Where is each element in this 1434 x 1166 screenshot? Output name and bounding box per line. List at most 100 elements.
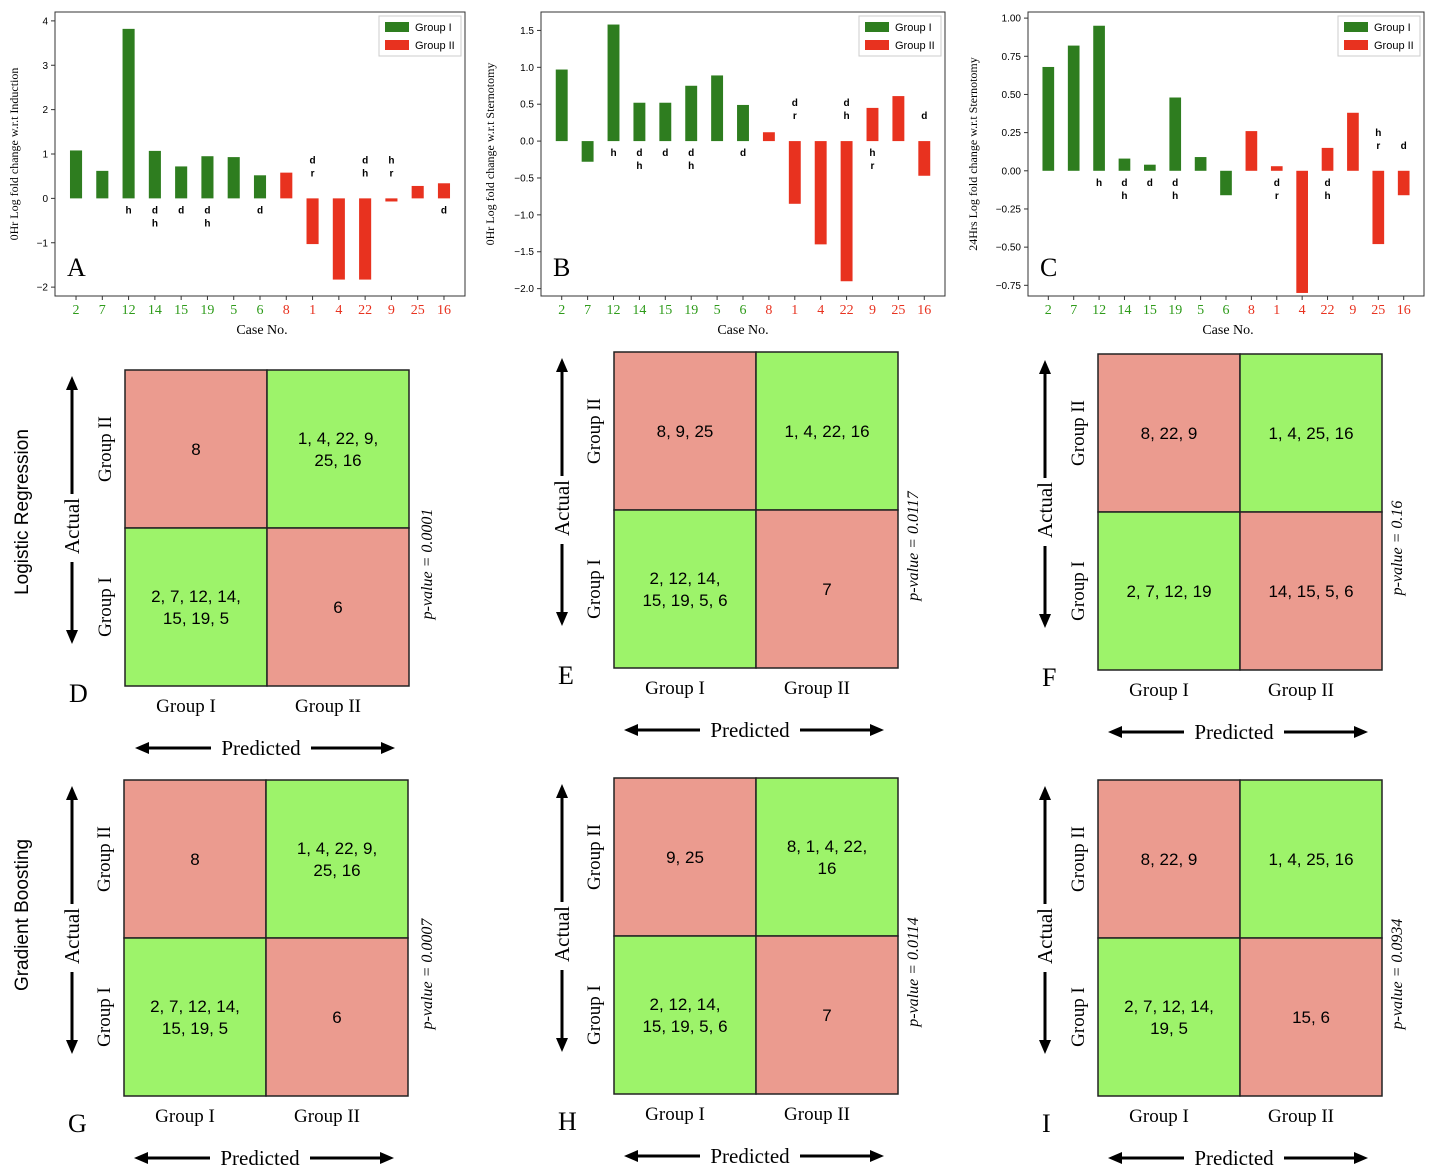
x-tick-label-9: 9 <box>388 303 395 318</box>
annotation-label: r <box>311 168 315 179</box>
bar-2 <box>1042 66 1055 171</box>
bar-1 <box>1270 166 1283 171</box>
x-tick-label-15: 15 <box>1143 303 1157 318</box>
bar-15 <box>1144 164 1156 171</box>
x-tick-label-12: 12 <box>607 303 621 318</box>
matrix-cell <box>755 351 899 511</box>
bar-22 <box>840 141 853 282</box>
bar-12 <box>1093 25 1105 171</box>
matrix-cell <box>755 509 899 669</box>
annotation-label: h <box>610 148 616 159</box>
annotation-label: d <box>1172 178 1178 189</box>
y-tick-label: 0.0 <box>520 137 534 148</box>
bar-6 <box>1220 170 1232 196</box>
matrix-cell <box>1097 511 1241 671</box>
x-tick-label-4: 4 <box>335 303 342 318</box>
bar-12 <box>122 28 135 199</box>
x-tick-label-25: 25 <box>411 303 425 318</box>
arrow-head-right <box>870 724 884 736</box>
predicted-axis-label: Predicted <box>221 736 301 760</box>
x-tick-label-2: 2 <box>1045 303 1052 318</box>
annotation-label: d <box>1324 178 1330 189</box>
arrow-head-right <box>1354 726 1368 738</box>
cell-value: 2, 12, 14, <box>650 995 721 1014</box>
y-tick-label: −0.25 <box>996 204 1022 215</box>
x-tick-label-5: 5 <box>230 303 237 318</box>
col-label: Group II <box>1268 1106 1334 1127</box>
axis-label-gap <box>60 904 84 972</box>
annotation-label: r <box>1376 141 1380 152</box>
bar-22 <box>1321 147 1334 171</box>
x-tick-label-19: 19 <box>684 303 698 318</box>
arrow-head-left <box>624 1150 638 1162</box>
legend-entry-group-ii: Group II <box>415 40 455 52</box>
annotation-label: h <box>388 155 394 166</box>
row-label: Group II <box>95 416 116 482</box>
row-label: Group I <box>584 559 605 619</box>
legend-entry-group-ii: Group II <box>1374 40 1414 52</box>
annotation-label: h <box>1121 191 1127 202</box>
cell-value: 2, 12, 14, <box>650 569 721 588</box>
y-tick-label: −0.50 <box>996 243 1022 254</box>
row-label: Group I <box>1068 561 1089 621</box>
bar-15 <box>659 102 672 142</box>
matrix-cell <box>1097 937 1241 1097</box>
arrow-head-up <box>1039 360 1051 374</box>
row-label-logistic-regression: Logistic Regression <box>12 429 33 595</box>
actual-axis-label: Actual <box>1033 908 1057 964</box>
p-value-label: p-value = 0.0001 <box>419 509 436 621</box>
bar-8 <box>1245 131 1258 171</box>
actual-axis-label: Actual <box>60 498 84 554</box>
bar-9 <box>1347 112 1359 171</box>
axis-label-gap <box>1184 718 1284 746</box>
confusion-matrix-h: 9, 25 8, 1, 4, 22, 16 2, 12, 14, 15, 19, 5, … <box>550 777 922 1166</box>
x-tick-label-22: 22 <box>358 303 372 318</box>
confusion-matrix-f: 8, 22, 9 1, 4, 25, 16 2, 7, 12, 19 14, 15, … <box>1033 353 1406 746</box>
row-label: Group II <box>94 826 115 892</box>
cell-value: 14, 15, 5, 6 <box>1268 582 1353 601</box>
bar-5 <box>711 75 724 142</box>
x-tick-label-12: 12 <box>122 303 136 318</box>
predicted-axis-label: Predicted <box>710 1144 790 1166</box>
arrow-head-left <box>1108 726 1122 738</box>
matrix-cell <box>755 777 899 937</box>
bar-15 <box>175 166 188 199</box>
cell-value: 16 <box>818 859 837 878</box>
bar-7 <box>581 141 594 162</box>
cell-value: 25, 16 <box>314 451 361 470</box>
confusion-matrix-i: 8, 22, 9 1, 4, 25, 16 2, 7, 12, 14, 19, 5 15… <box>1033 779 1406 1166</box>
arrow-head-up <box>66 786 78 800</box>
bar-14 <box>1118 158 1131 171</box>
legend-swatch <box>865 40 889 50</box>
annotation-label: d <box>204 205 210 216</box>
cell-value: 6 <box>333 598 342 617</box>
bar-chart-c: −0.75 −0.50 −0.25 0.00 0.25 0.50 0.75 1.00 2 7 12 h… <box>966 11 1425 338</box>
x-axis-label: Case No. <box>717 323 768 338</box>
bar-7 <box>1067 45 1080 171</box>
bar-2 <box>69 150 83 199</box>
y-tick-label: 0.25 <box>1002 128 1022 139</box>
annotation-label: d <box>688 148 694 159</box>
col-label: Group II <box>294 1106 360 1127</box>
col-label: Group II <box>1268 680 1334 701</box>
actual-axis-label: Actual <box>550 480 574 536</box>
x-tick-label-5: 5 <box>1197 303 1204 318</box>
bar-8 <box>762 132 775 142</box>
bar-1 <box>306 198 319 245</box>
x-tick-label-25: 25 <box>891 303 905 318</box>
cell-value: 8 <box>191 440 200 459</box>
bar-19 <box>685 85 698 142</box>
matrix-cell <box>266 527 410 687</box>
row-label: Group I <box>95 577 116 637</box>
annotation-label: d <box>152 205 158 216</box>
arrow-head-up <box>556 358 568 372</box>
annotation-label: h <box>1172 191 1178 202</box>
x-tick-label-7: 7 <box>1070 303 1077 318</box>
panel-letter-a: A <box>67 253 86 282</box>
row-label: Group I <box>1068 987 1089 1047</box>
x-tick-label-8: 8 <box>765 303 772 318</box>
bar-1 <box>788 141 801 204</box>
arrow-head-left <box>135 742 149 754</box>
bar-5 <box>227 157 240 199</box>
